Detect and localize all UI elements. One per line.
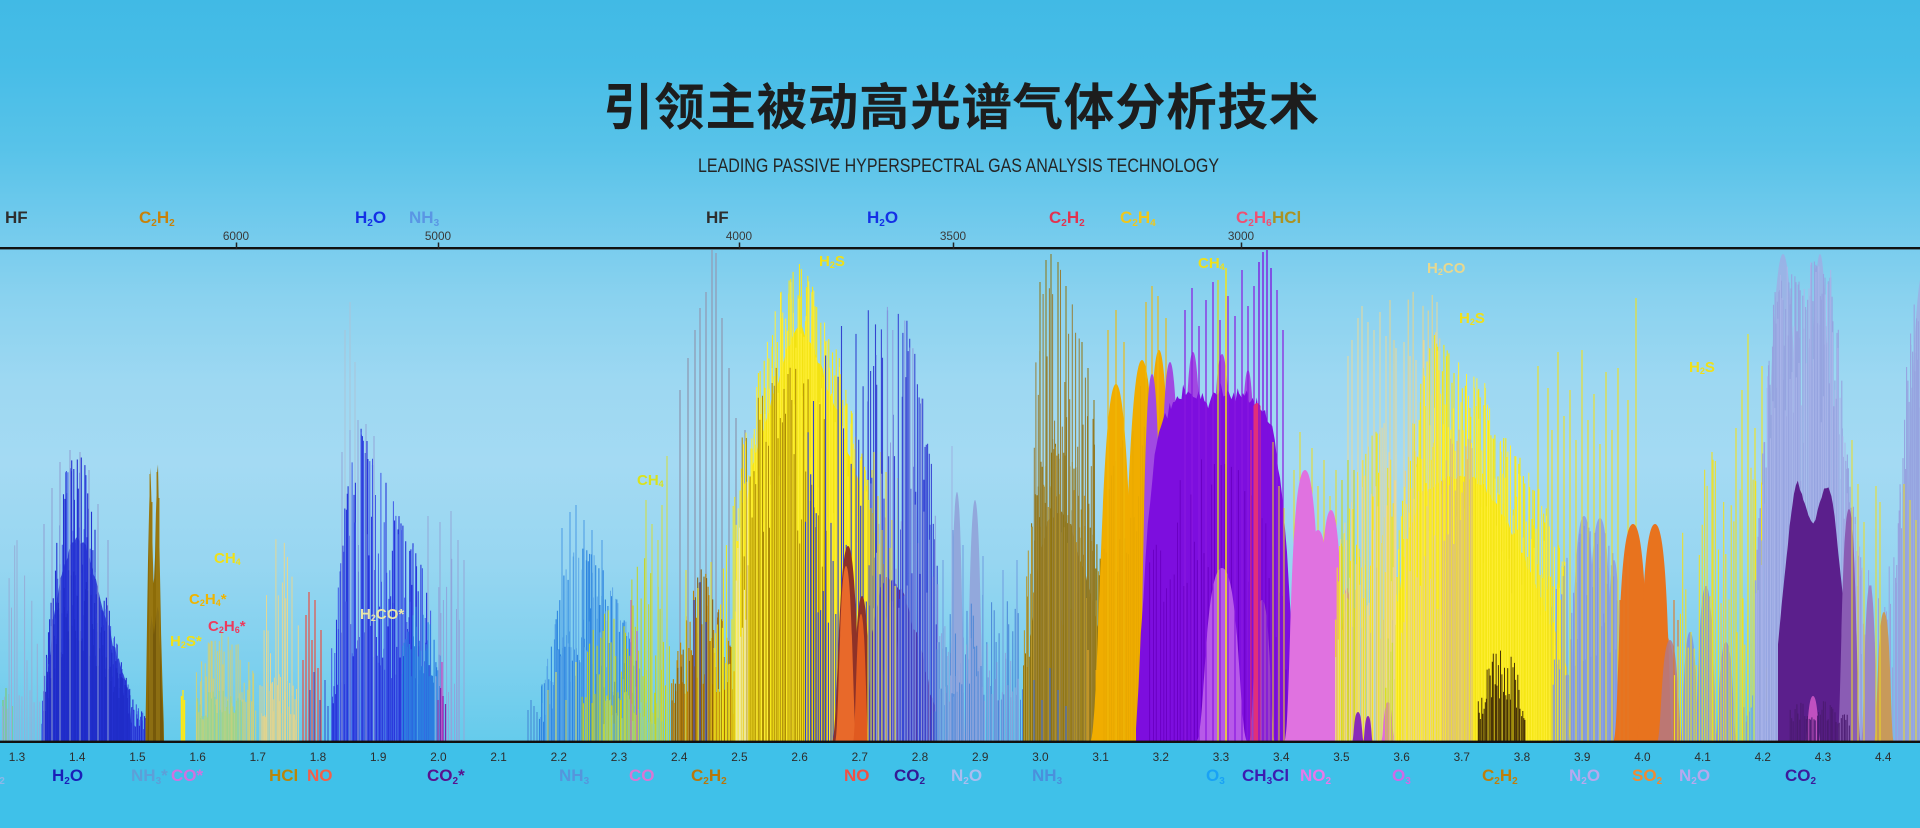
svg-text:NH3: NH3 xyxy=(1032,766,1063,787)
svg-text:N2O: N2O xyxy=(1679,766,1710,787)
svg-text:H2S*: H2S* xyxy=(170,633,202,650)
svg-text:SO2: SO2 xyxy=(1632,766,1663,787)
svg-text:H2S: H2S xyxy=(1459,310,1485,327)
svg-text:CH4: CH4 xyxy=(1198,255,1225,272)
svg-text:3.7: 3.7 xyxy=(1454,750,1470,764)
svg-text:CH4: CH4 xyxy=(214,550,241,567)
svg-text:3000: 3000 xyxy=(1228,229,1255,243)
svg-text:NH3*: NH3* xyxy=(131,766,168,787)
svg-text:NO: NO xyxy=(307,766,333,785)
svg-text:1.9: 1.9 xyxy=(370,750,386,764)
svg-text:H2O: H2O xyxy=(52,766,83,787)
svg-text:3.0: 3.0 xyxy=(1032,750,1049,764)
svg-text:CO2*: CO2* xyxy=(427,766,465,787)
svg-text:C2H6: C2H6 xyxy=(1236,208,1272,229)
svg-text:3.6: 3.6 xyxy=(1393,750,1410,764)
svg-text:HCl: HCl xyxy=(269,766,298,785)
svg-text:O2: O2 xyxy=(0,766,5,787)
svg-text:5000: 5000 xyxy=(425,229,452,243)
svg-text:2.9: 2.9 xyxy=(972,750,988,764)
svg-text:1.3: 1.3 xyxy=(9,750,26,764)
svg-text:CO: CO xyxy=(629,766,655,785)
svg-text:2.3: 2.3 xyxy=(611,750,628,764)
svg-text:2.5: 2.5 xyxy=(731,750,748,764)
svg-text:HF: HF xyxy=(706,208,729,227)
svg-text:C2H2: C2H2 xyxy=(139,208,175,229)
svg-text:3.8: 3.8 xyxy=(1514,750,1531,764)
svg-text:O3: O3 xyxy=(1206,766,1225,787)
svg-text:H2CO: H2CO xyxy=(1427,260,1466,277)
svg-text:1.6: 1.6 xyxy=(189,750,206,764)
svg-text:NO: NO xyxy=(844,766,870,785)
svg-text:1.5: 1.5 xyxy=(129,750,146,764)
svg-text:3.3: 3.3 xyxy=(1213,750,1230,764)
svg-text:N2O: N2O xyxy=(951,766,982,787)
svg-text:4.1: 4.1 xyxy=(1694,750,1710,764)
svg-text:C2H2: C2H2 xyxy=(1049,208,1085,229)
svg-text:NO2: NO2 xyxy=(1300,766,1332,787)
svg-text:HCl: HCl xyxy=(1272,208,1301,227)
svg-text:C2H4: C2H4 xyxy=(1120,208,1156,229)
svg-text:2.1: 2.1 xyxy=(490,750,506,764)
svg-text:C2H4*: C2H4* xyxy=(189,591,227,608)
svg-text:H2S: H2S xyxy=(819,253,845,270)
svg-text:3.5: 3.5 xyxy=(1333,750,1350,764)
svg-text:2.4: 2.4 xyxy=(671,750,688,764)
svg-text:O3: O3 xyxy=(1392,766,1411,787)
svg-text:H2O: H2O xyxy=(867,208,898,229)
svg-text:HF: HF xyxy=(5,208,28,227)
svg-text:C2H6*: C2H6* xyxy=(208,618,246,635)
svg-text:2.0: 2.0 xyxy=(430,750,447,764)
svg-text:CO2: CO2 xyxy=(1785,766,1817,787)
svg-text:1.8: 1.8 xyxy=(310,750,327,764)
svg-text:LEADING PASSIVE HYPERSPECTRAL: LEADING PASSIVE HYPERSPECTRAL GAS ANALYS… xyxy=(698,155,1219,177)
svg-text:NH3: NH3 xyxy=(409,208,440,229)
svg-text:4000: 4000 xyxy=(726,229,753,243)
svg-text:2.6: 2.6 xyxy=(791,750,808,764)
svg-text:1.7: 1.7 xyxy=(250,750,266,764)
svg-text:3500: 3500 xyxy=(940,229,967,243)
svg-text:N2O: N2O xyxy=(1569,766,1600,787)
svg-text:CH4: CH4 xyxy=(637,472,664,489)
svg-text:3.9: 3.9 xyxy=(1574,750,1590,764)
svg-text:CH3Cl: CH3Cl xyxy=(1242,766,1289,787)
svg-text:3.1: 3.1 xyxy=(1092,750,1108,764)
svg-text:H2CO*: H2CO* xyxy=(360,606,404,623)
svg-text:1.4: 1.4 xyxy=(69,750,86,764)
svg-text:4.4: 4.4 xyxy=(1875,750,1892,764)
svg-text:3.2: 3.2 xyxy=(1153,750,1169,764)
svg-text:H2S: H2S xyxy=(1689,359,1715,376)
svg-text:NH3: NH3 xyxy=(559,766,590,787)
svg-text:2.8: 2.8 xyxy=(912,750,929,764)
svg-text:4.2: 4.2 xyxy=(1755,750,1771,764)
svg-text:C2H2: C2H2 xyxy=(691,766,727,787)
svg-text:4.0: 4.0 xyxy=(1634,750,1651,764)
svg-text:H2O: H2O xyxy=(355,208,386,229)
svg-text:C2H2: C2H2 xyxy=(1482,766,1518,787)
svg-text:4.3: 4.3 xyxy=(1815,750,1832,764)
svg-text:3.4: 3.4 xyxy=(1273,750,1290,764)
svg-text:CO*: CO* xyxy=(171,766,204,785)
svg-text:CO2: CO2 xyxy=(894,766,926,787)
svg-text:2.2: 2.2 xyxy=(551,750,567,764)
svg-text:2.7: 2.7 xyxy=(852,750,868,764)
svg-text:6000: 6000 xyxy=(223,229,250,243)
